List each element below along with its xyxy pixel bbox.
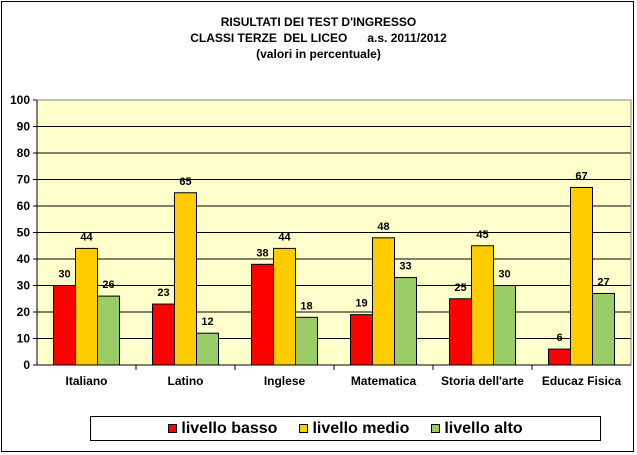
data-label: 38	[256, 247, 268, 259]
bar	[449, 298, 472, 366]
y-tick-label: 30	[17, 279, 31, 293]
x-tick-label: Matematica	[351, 374, 417, 388]
bar	[548, 348, 571, 366]
legend-swatch-basso	[168, 424, 178, 433]
data-label: 30	[58, 269, 70, 281]
chart-title-line-1: RISULTATI DEI TEST D'INGRESSO	[220, 15, 417, 29]
bar	[75, 247, 98, 366]
y-tick-label: 60	[17, 199, 31, 213]
legend-item-medio: livello medio	[299, 420, 409, 438]
legend-item-basso: livello basso	[168, 420, 277, 438]
data-label: 33	[399, 261, 411, 273]
y-tick-label: 80	[17, 146, 31, 160]
y-tick-label: 70	[17, 173, 31, 187]
data-label: 27	[597, 276, 609, 288]
bar	[394, 277, 417, 366]
legend-swatch-medio	[299, 424, 309, 433]
legend-label-basso: livello basso	[181, 419, 278, 437]
data-label: 67	[575, 170, 587, 182]
legend-label-alto: livello alto	[444, 419, 523, 437]
chart-legend: livello basso livello medio livello alto	[90, 416, 601, 441]
y-tick-label: 20	[17, 305, 31, 319]
data-label: 23	[157, 287, 169, 299]
bar	[570, 186, 593, 366]
y-tick-label: 50	[17, 226, 31, 240]
bar	[174, 192, 197, 366]
bar	[493, 285, 516, 366]
y-tick-label: 90	[17, 120, 31, 134]
data-label: 26	[102, 279, 114, 291]
data-label: 44	[80, 231, 93, 243]
data-label: 30	[498, 269, 510, 281]
chart-title-line-2: CLASSI TERZE DEL LICEO a.s. 2011/2012	[190, 31, 447, 45]
y-tick-label: 100	[10, 93, 30, 107]
data-label: 65	[179, 176, 191, 188]
y-tick-label: 10	[17, 332, 31, 346]
bar	[273, 247, 296, 366]
x-tick-label: Inglese	[264, 374, 306, 388]
bar	[196, 332, 219, 366]
legend-item-alto: livello alto	[431, 419, 523, 438]
x-tick-label: Italiano	[65, 374, 107, 388]
data-label: 44	[278, 231, 291, 243]
bar	[592, 292, 615, 366]
bar	[97, 295, 120, 366]
bar	[295, 316, 318, 366]
data-label: 19	[355, 298, 367, 310]
data-label: 45	[476, 229, 488, 241]
bar	[471, 245, 494, 366]
x-tick-label: Storia dell'arte	[441, 374, 524, 388]
data-label: 18	[300, 300, 312, 312]
bar	[53, 285, 76, 366]
bar	[350, 314, 373, 366]
chart-title-line-3: (valori in percentuale)	[256, 47, 381, 61]
bar	[251, 263, 274, 366]
bar	[152, 303, 175, 366]
x-tick-label: Latino	[168, 374, 204, 388]
x-tick-label: Educaz Fisica	[542, 374, 622, 388]
legend-swatch-alto	[431, 424, 441, 433]
y-tick-label: 0	[23, 358, 30, 372]
data-label: 12	[201, 316, 213, 328]
bar	[372, 237, 395, 366]
data-label: 6	[556, 332, 562, 344]
y-tick-label: 40	[17, 252, 31, 266]
legend-label-medio: livello medio	[312, 419, 410, 437]
data-label: 25	[454, 282, 466, 294]
data-label: 48	[377, 221, 389, 233]
